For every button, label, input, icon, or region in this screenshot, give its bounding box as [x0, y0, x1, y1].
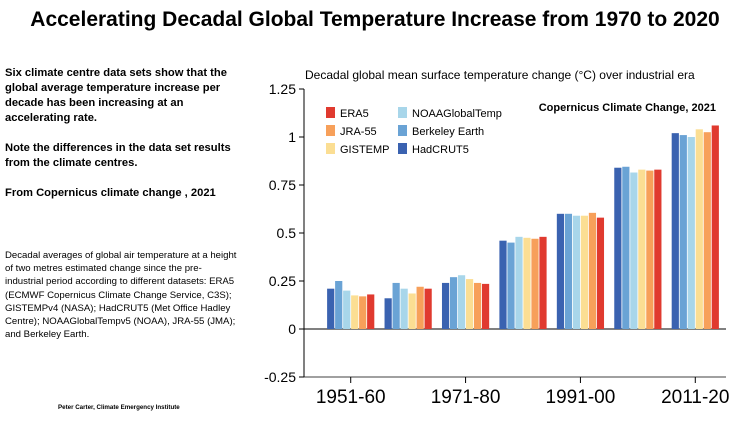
chart-title: Decadal global mean surface temperature … [305, 68, 695, 82]
y-tick-label: 0.25 [269, 273, 296, 289]
legend-label: NOAAGlobalTemp [412, 108, 502, 120]
page-title: Accelerating Decadal Global Temperature … [30, 8, 720, 31]
bar-era5-1961-70 [424, 288, 432, 329]
bar-noaaglobaltemp-1981-90 [515, 236, 523, 329]
bar-noaaglobaltemp-1951-60 [343, 290, 351, 329]
bar-noaaglobaltemp-2001-10 [630, 172, 638, 329]
bar-noaaglobaltemp-1971-80 [457, 275, 466, 329]
legend-swatch-jra-55 [326, 125, 335, 136]
bar-hadcrut5-1961-70 [384, 298, 392, 329]
legend-swatch-gistemp [326, 143, 335, 154]
bar-gistemp-1951-60 [351, 295, 359, 329]
x-tick-label: 1971-80 [431, 387, 501, 408]
bar-gistemp-2001-10 [638, 169, 646, 329]
y-tick-label: 1 [288, 129, 296, 145]
legend-swatch-berkeley-earth [398, 125, 407, 136]
bar-jra-55-1961-70 [416, 286, 424, 329]
legend-swatch-noaaglobaltemp [398, 107, 407, 118]
legend-label: Berkeley Earth [412, 126, 484, 138]
credit-line: Peter Carter, Climate Emergency Institut… [58, 404, 180, 411]
bar-era5-2001-10 [654, 169, 662, 329]
x-tick-label: 1991-00 [546, 387, 616, 408]
y-tick-label: 1.25 [269, 81, 296, 97]
x-tick-label: 1951-60 [316, 387, 386, 408]
bar-era5-1971-80 [481, 283, 490, 329]
dataset-description: Decadal averages of global air temperatu… [5, 250, 237, 341]
bar-hadcrut5-1971-80 [441, 282, 450, 329]
bar-hadcrut5-2011-20 [671, 133, 679, 329]
y-tick-label: -0.25 [264, 369, 296, 385]
y-tick-label: 0.75 [269, 177, 296, 193]
bar-gistemp-1981-90 [523, 237, 531, 329]
bar-gistemp-2011-20 [695, 129, 703, 329]
legend-swatch-era5 [326, 107, 335, 118]
y-tick-label: 0 [288, 321, 296, 337]
legend-label: GISTEMP [340, 144, 390, 156]
chart-source-annotation: Copernicus Climate Change, 2021 [539, 102, 716, 114]
bar-berkeley-earth-2011-20 [679, 135, 687, 329]
bar-gistemp-1971-80 [465, 279, 474, 329]
bar-berkeley-earth-1991-00 [564, 213, 573, 329]
bar-berkeley-earth-2001-10 [622, 166, 630, 329]
bar-jra-55-1971-80 [473, 282, 482, 329]
bar-hadcrut5-2001-10 [614, 167, 622, 329]
bar-jra-55-1951-60 [359, 296, 367, 329]
legend-swatch-hadcrut5 [398, 143, 407, 154]
legend-label: HadCRUT5 [412, 144, 469, 156]
intro-paragraph-3: From Copernicus climate change , 2021 [5, 187, 216, 199]
bar-era5-1951-60 [367, 294, 375, 329]
bar-jra-55-2011-20 [703, 132, 711, 329]
bar-era5-1981-90 [539, 236, 547, 329]
bar-gistemp-1961-70 [408, 293, 416, 329]
bar-jra-55-1981-90 [531, 238, 539, 329]
bar-hadcrut5-1981-90 [499, 240, 507, 329]
bar-jra-55-2001-10 [646, 170, 654, 329]
bar-gistemp-1991-00 [580, 215, 589, 329]
bar-hadcrut5-1951-60 [327, 288, 335, 329]
bar-era5-1991-00 [596, 217, 605, 329]
bar-jra-55-1991-00 [588, 212, 597, 329]
x-tick-label: 2011-20 [661, 387, 729, 408]
intro-text: Six climate centre data sets show that t… [5, 66, 237, 216]
bar-noaaglobaltemp-1991-00 [572, 215, 581, 329]
bar-era5-2011-20 [711, 125, 719, 329]
intro-paragraph-1: Six climate centre data sets show that t… [5, 67, 227, 124]
bar-noaaglobaltemp-2011-20 [687, 137, 695, 329]
y-tick-label: 0.5 [277, 225, 297, 241]
legend-label: JRA-55 [340, 126, 377, 138]
temperature-bar-chart: Decadal global mean surface temperature … [264, 68, 729, 408]
bar-berkeley-earth-1971-80 [449, 277, 458, 329]
intro-paragraph-2: Note the differences in the data set res… [5, 142, 231, 169]
bar-berkeley-earth-1981-90 [507, 242, 515, 329]
legend-label: ERA5 [340, 108, 369, 120]
bar-noaaglobaltemp-1961-70 [400, 288, 408, 329]
bar-hadcrut5-1991-00 [556, 213, 565, 329]
bar-berkeley-earth-1951-60 [335, 281, 343, 329]
bar-berkeley-earth-1961-70 [392, 282, 400, 329]
